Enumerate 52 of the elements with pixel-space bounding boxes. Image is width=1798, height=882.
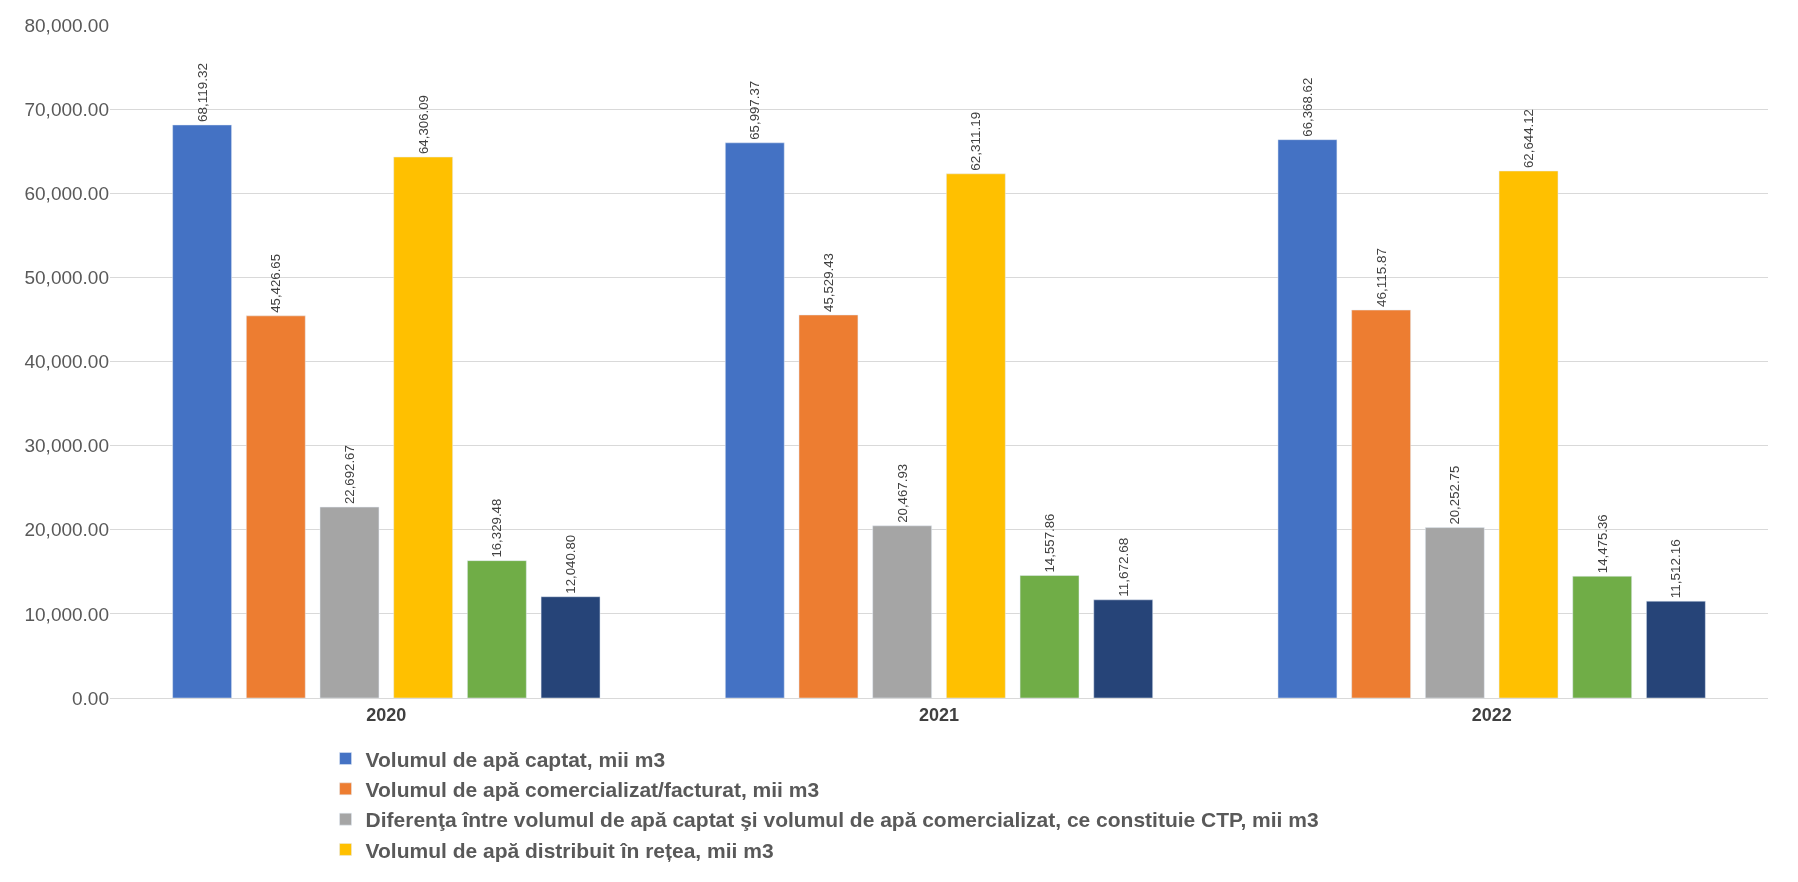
y-tick-label: 40,000.00 [24,351,109,373]
data-label: 14,475.36 [1594,514,1610,574]
data-label: 20,252.75 [1447,465,1463,525]
data-label: 12,040.80 [562,534,578,594]
y-tick-label: 50,000.00 [24,267,109,289]
data-label: 62,311.19 [968,111,984,171]
y-tick-label: 70,000.00 [24,98,109,120]
legend-label: Volumul de apă captat, mii m3 [365,747,666,771]
bar [798,314,859,698]
bar [246,315,306,698]
y-tick-label: 10,000.00 [24,603,109,625]
data-label: 45,529.43 [820,253,836,312]
data-label: 46,115.87 [1373,248,1389,308]
data-label: 11,672.68 [1115,537,1131,597]
bar [1572,575,1632,698]
bar [1351,309,1411,698]
bar [467,560,527,698]
data-label: 68,119.32 [194,63,210,122]
y-tick-label: 20,000.00 [24,519,109,541]
y-tick-label: 30,000.00 [24,435,109,457]
bar [946,173,1006,698]
x-tick-label: 2022 [1471,704,1512,725]
data-label: 45,426.65 [268,253,284,313]
bar [319,506,380,698]
x-tick-label: 2020 [366,704,407,725]
bar [1425,527,1485,698]
bar [1019,575,1080,698]
bar [1646,600,1706,698]
y-tick-label: 0.00 [72,687,109,709]
bar [872,525,932,698]
data-label: 65,997.37 [747,80,763,140]
bar [540,596,601,698]
legend-label: Diferenţa între volumul de apă captat şi volumul de apă comercializat, ce constituie CTP, mii m3 [365,808,1319,832]
data-label: 62,644.12 [1520,109,1536,169]
data-label: 66,368.62 [1299,77,1315,137]
bar [1277,139,1338,698]
legend-label: Volumul de apă distribuit în rețea, mii m3 [365,838,774,862]
data-label: 11,512.16 [1668,539,1684,599]
bar [725,142,785,698]
y-tick-label: 60,000.00 [24,182,109,204]
bar [1498,170,1559,698]
y-tick-label: 80,000.00 [24,14,109,36]
legend-label: Volumul de apă comercializat/facturat, mii m3 [365,778,820,802]
data-label: 16,329.48 [489,498,505,558]
data-label: 20,467.93 [894,463,910,523]
x-tick-label: 2021 [918,704,960,725]
bar [172,124,232,698]
data-label: 64,306.09 [415,95,431,155]
bar [1093,599,1153,698]
data-label: 22,692.67 [341,445,357,505]
data-label: 14,557.86 [1041,513,1057,573]
bar [393,156,453,698]
